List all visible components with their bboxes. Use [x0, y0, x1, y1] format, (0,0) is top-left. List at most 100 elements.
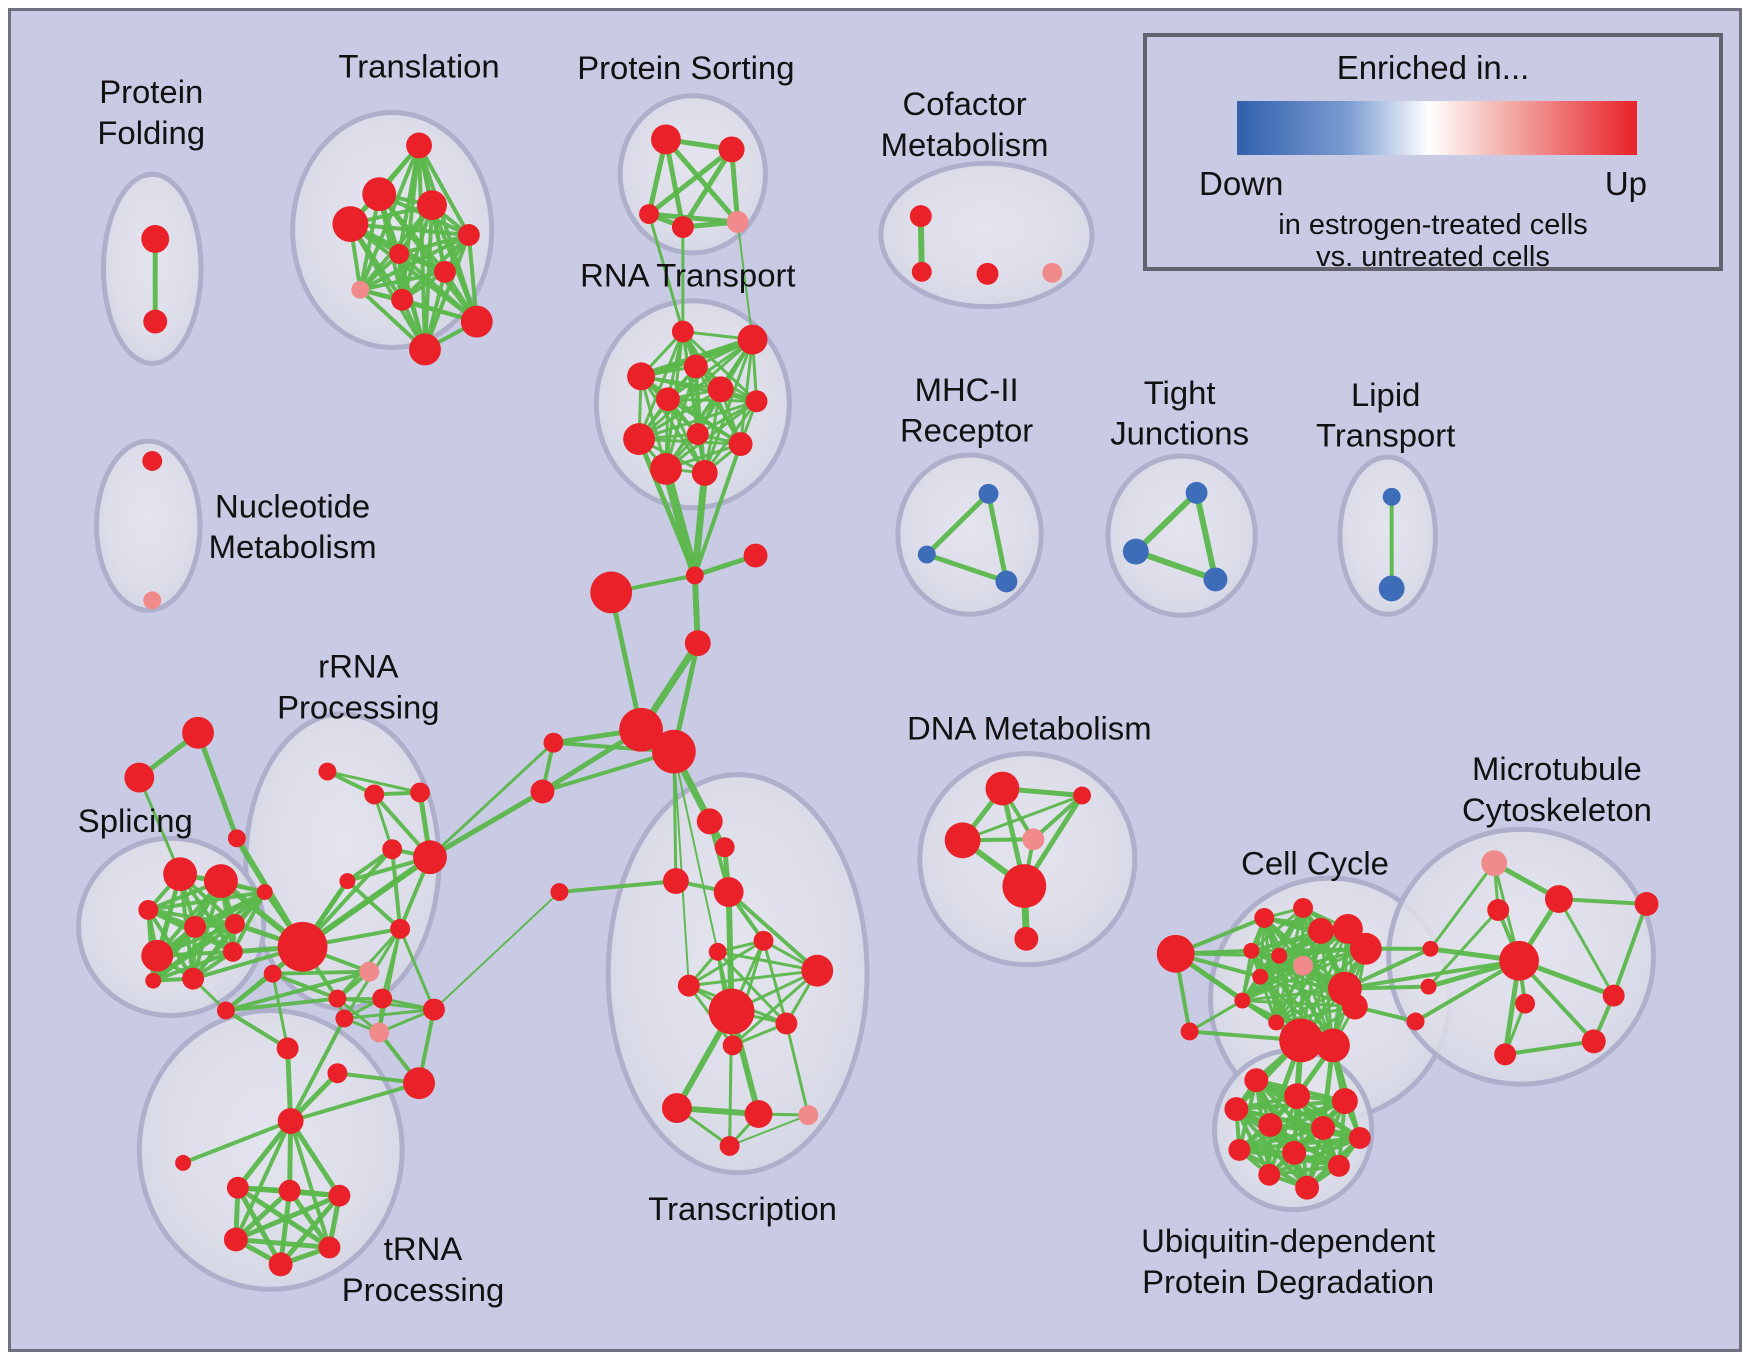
gene-set-node-ps1-up	[651, 124, 681, 155]
gene-set-node-th-up	[277, 1108, 304, 1134]
edge-rt6-rt10	[666, 397, 743, 446]
gene-set-node-cs-up	[1180, 1022, 1199, 1041]
cluster-label-dna-metabolism: DNA Metabolism	[907, 709, 1152, 746]
gene-set-node-c5-up	[1349, 932, 1382, 965]
cluster-ellipse-protein-folding	[100, 171, 204, 366]
cluster-label-ubiquitin-degradation: Ubiquitin-dependent	[1141, 1222, 1435, 1259]
edge-tr5-tr10	[762, 939, 788, 1025]
gene-set-node-tr13-up	[744, 1100, 773, 1128]
gene-set-node-te-up	[318, 1236, 341, 1259]
gene-set-node-u4-up	[1224, 1097, 1249, 1122]
edge-tc-tf	[278, 1193, 342, 1267]
gene-set-node-td-up	[223, 1227, 248, 1252]
gene-set-node-tb-up	[278, 1179, 301, 1202]
edge-tb-td	[233, 1188, 293, 1242]
gene-set-node-mh1-down	[978, 483, 999, 504]
edge-s7-s10	[151, 949, 235, 983]
edge-rt2-rt10	[739, 338, 755, 446]
edge-r7-r10	[345, 879, 403, 931]
edge-rt9-j1	[636, 436, 698, 578]
gene-set-node-rt8-up	[686, 423, 709, 446]
cluster-label-tight-junctions: Tight	[1144, 374, 1216, 411]
gene-set-node-r14-up	[216, 1001, 235, 1020]
gene-set-node-nm1-up	[142, 451, 163, 471]
cluster-ellipse-lipid-transport	[1337, 454, 1438, 617]
edge-h2-tr7	[672, 750, 690, 987]
gene-set-node-lp2-down	[1378, 575, 1405, 602]
cluster-labels-layer: Protein Folding Translation Protein Sorting…	[78, 47, 1652, 1308]
gene-set-node-s9-up	[256, 884, 273, 901]
legend-subtitle-line1: in estrogen-treated cells	[1278, 209, 1588, 241]
gene-set-node-rt6-up	[655, 387, 680, 412]
nodes-layer	[124, 124, 1659, 1277]
edge-ps1-ps5	[663, 136, 741, 225]
gene-set-node-u1-up	[1244, 1068, 1269, 1093]
legend-subtitle-line2: vs. untreated cells	[1316, 241, 1550, 273]
gene-set-node-rt3-up	[683, 354, 708, 379]
edge-mh1-mh3	[986, 491, 1009, 584]
edge-th-td	[233, 1119, 293, 1242]
cluster-label-cofactor-metabolism: Metabolism	[881, 126, 1049, 163]
gene-set-node-r13-up	[263, 964, 282, 983]
edge-r15-r17	[342, 1008, 436, 1020]
gene-set-node-rt2-up	[737, 324, 768, 355]
gene-set-node-rt12-up	[691, 459, 718, 486]
edge-td-te	[233, 1237, 332, 1250]
edge-x1-tr3	[557, 879, 678, 895]
cluster-ellipse-mhc-ii-receptor	[895, 452, 1044, 617]
edge-c16-m1	[1429, 861, 1496, 951]
cluster-ellipse-tight-junctions	[1105, 453, 1258, 618]
cluster-label-trna-processing: tRNA	[384, 1230, 463, 1267]
gene-set-node-r7-up	[339, 873, 356, 890]
gene-set-node-tr10-up	[775, 1012, 798, 1035]
gene-set-node-c4-up	[1332, 913, 1363, 944]
gene-set-node-u2-up	[1284, 1083, 1311, 1110]
gene-set-node-r16-slightly-up	[369, 1022, 390, 1043]
cluster-label-nucleotide-metabolism: Nucleotide	[215, 487, 370, 524]
gene-set-node-tj2-down	[1122, 538, 1149, 565]
gene-set-node-u3-up	[1331, 1088, 1358, 1115]
edge-rt7-rt12	[703, 399, 759, 475]
edge-rt4-rt12	[639, 374, 707, 475]
edge-t4-t10	[429, 203, 479, 324]
gene-set-node-m10-up	[1581, 1029, 1606, 1054]
gene-set-node-c14-up	[1279, 1018, 1323, 1063]
gene-set-node-pf1-up	[141, 225, 170, 253]
edge-m2-m7	[1557, 897, 1616, 998]
gene-set-node-c15-up	[1316, 1028, 1350, 1063]
cluster-label-rrna-processing: Processing	[277, 688, 439, 725]
gene-set-node-ps5-slightly-up	[726, 211, 749, 234]
edge-ps3-ps5	[646, 211, 741, 225]
edge-l2-h2	[540, 749, 676, 794]
gene-set-node-b1-up	[590, 571, 633, 614]
edge-c7-c11	[1274, 954, 1281, 1024]
gene-set-node-tr2-up	[714, 837, 735, 858]
gene-set-node-tr1-up	[696, 808, 723, 835]
gene-set-node-s2-up	[204, 864, 238, 899]
cluster-label-protein-sorting: Protein Sorting	[577, 49, 794, 86]
gene-set-node-cf4-slightly-up	[1042, 262, 1063, 283]
edge-tr6-tr8	[716, 950, 819, 973]
edge-ps3-rt1	[647, 212, 685, 334]
cluster-label-cell-cycle: Cell Cycle	[1241, 845, 1389, 882]
gene-set-node-cl-up	[1156, 934, 1195, 973]
edge-u6-u8	[1237, 1126, 1325, 1152]
edge-rt4-rt11	[639, 374, 668, 471]
gene-set-node-s6-up	[141, 939, 174, 972]
gene-set-node-tr12-up	[661, 1093, 692, 1124]
gene-set-node-u8-up	[1228, 1138, 1251, 1161]
edge-rt10-j1	[692, 442, 743, 578]
gene-set-node-u12-up	[1295, 1175, 1320, 1200]
edge-s9-s10	[151, 890, 267, 983]
edge-rt2-rt12	[703, 338, 755, 475]
edge-m2-m11	[1556, 897, 1649, 906]
gene-set-node-m8-up	[1515, 993, 1536, 1014]
gene-set-node-r15-up	[335, 1009, 354, 1028]
edge-d2-d3	[961, 793, 1084, 842]
edge-rt1-rt9	[637, 330, 685, 441]
cluster-label-trna-processing: Processing	[342, 1271, 504, 1308]
gene-set-node-tr15-up	[719, 1135, 740, 1156]
edge-r12-r13	[270, 971, 340, 1001]
gene-set-node-sa-up	[182, 716, 214, 749]
gene-set-node-lp1-down	[1382, 487, 1401, 506]
